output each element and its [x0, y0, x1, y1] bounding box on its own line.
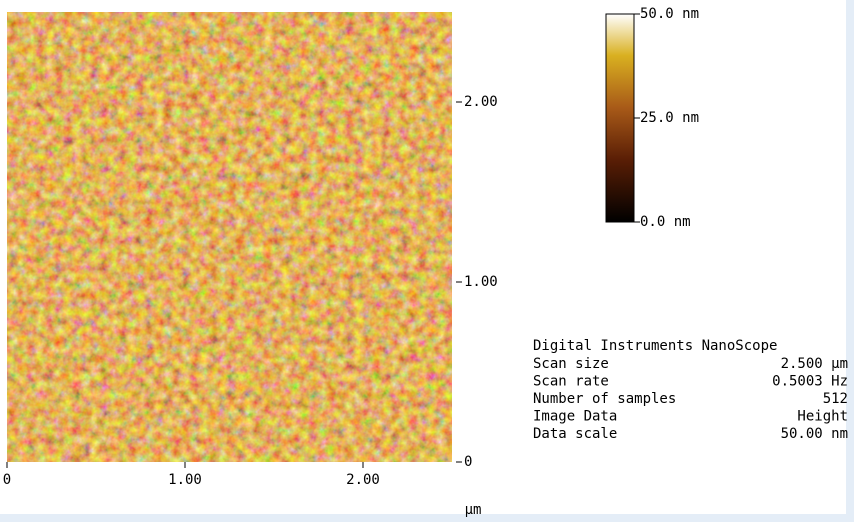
info-label: Image Data	[533, 409, 617, 425]
afm-texture	[7, 12, 452, 462]
colorbar-tick-label: 25.0 nm	[640, 110, 699, 126]
y-tick-label: 0	[464, 454, 472, 470]
x-axis-unit: μm	[465, 502, 482, 518]
info-value: 512	[823, 391, 848, 407]
page: μm Digital Instruments NanoScope 0 1.00 2.…	[0, 0, 854, 522]
info-value: 0.5003 Hz	[772, 374, 848, 390]
info-title: Digital Instruments NanoScope	[533, 338, 777, 354]
info-label: Number of samples	[533, 391, 676, 407]
info-label: Scan size	[533, 356, 609, 372]
x-tick-label: 1.00	[168, 472, 202, 488]
y-tick-label: 1.00	[464, 274, 498, 290]
colorbar-tick-label: 0.0 nm	[640, 214, 691, 230]
info-value: 2.500 μm	[781, 356, 848, 372]
info-label: Data scale	[533, 426, 617, 442]
x-tick-label: 2.00	[346, 472, 380, 488]
x-tick-label: 0	[3, 472, 11, 488]
info-label: Scan rate	[533, 374, 609, 390]
info-value: 50.00 nm	[781, 426, 848, 442]
colorbar	[606, 14, 634, 222]
chart: μm Digital Instruments NanoScope 0 1.00 2.…	[0, 0, 854, 522]
y-tick-label: 2.00	[464, 94, 498, 110]
info-value: Height	[797, 409, 848, 425]
colorbar-tick-label: 50.0 nm	[640, 6, 699, 22]
